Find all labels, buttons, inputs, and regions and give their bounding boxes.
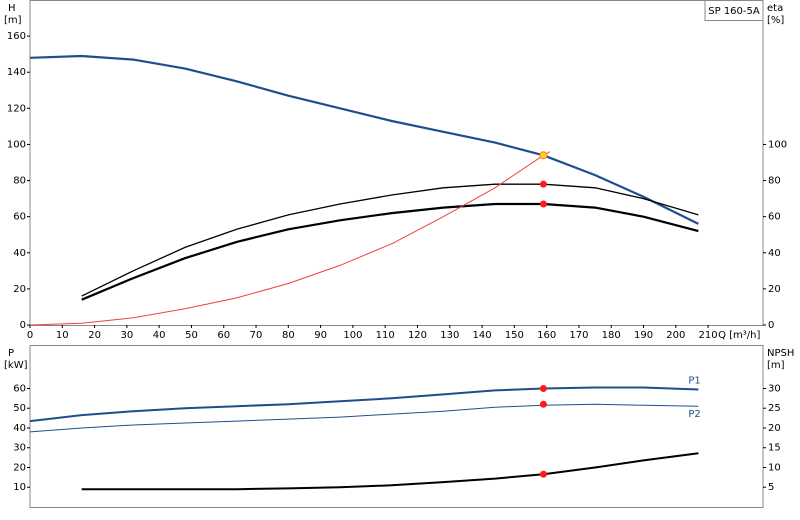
x-axis-label: Q [m³/h] [718, 330, 760, 341]
x-tick-label: 190 [634, 330, 653, 341]
operating-point [539, 400, 547, 408]
y2-tick-label: 60 [768, 212, 781, 223]
y2-tick-label: 10 [768, 462, 781, 473]
y2-axis-label: eta [767, 3, 783, 14]
y-tick-label: 40 [13, 248, 26, 259]
y-tick-label: 160 [7, 31, 26, 42]
y2-tick-label: 40 [768, 248, 781, 259]
y-tick-label: 30 [13, 443, 26, 454]
curve [81, 202, 699, 301]
x-tick-label: 110 [376, 330, 395, 341]
x-tick-label: 150 [505, 330, 524, 341]
operating-point [539, 470, 547, 478]
y2-tick-label: 20 [768, 284, 781, 295]
x-tick-label: 30 [121, 330, 134, 341]
y-tick-label: 10 [13, 482, 26, 493]
operating-point [539, 151, 548, 160]
y2-tick-label: 20 [768, 423, 781, 434]
curve [29, 403, 699, 433]
x-tick-label: 120 [408, 330, 427, 341]
y2-tick-label: 5 [768, 482, 774, 493]
y-tick-label: 0 [20, 320, 26, 331]
curve-label: P2 [688, 409, 700, 420]
y-tick-label: 80 [13, 176, 26, 187]
x-tick-label: 130 [440, 330, 459, 341]
y-axis-unit: [kW] [4, 360, 28, 371]
y-tick-label: 20 [13, 284, 26, 295]
x-tick-label: 140 [473, 330, 492, 341]
x-tick-label: 20 [88, 330, 101, 341]
y2-tick-label: 0 [768, 320, 774, 331]
x-tick-label: 200 [666, 330, 685, 341]
operating-point [539, 384, 547, 392]
operating-point [539, 180, 547, 188]
y2-axis-unit: [m] [767, 360, 785, 371]
plot-frame [29, 345, 764, 508]
y-tick-label: 140 [7, 67, 26, 78]
x-tick-label: 90 [314, 330, 327, 341]
curve [29, 54, 699, 225]
plot-frame [29, 0, 764, 326]
model-box [704, 0, 764, 21]
y-tick-label: 20 [13, 462, 26, 473]
y2-tick-label: 30 [768, 383, 781, 394]
curve [29, 151, 551, 326]
x-tick-label: 60 [217, 330, 230, 341]
x-tick-label: 50 [185, 330, 198, 341]
y2-tick-label: 25 [768, 403, 781, 414]
x-tick-label: 80 [282, 330, 295, 341]
curve [81, 183, 699, 297]
curve [81, 452, 699, 491]
x-tick-label: 210 [699, 330, 718, 341]
y-tick-label: 40 [13, 423, 26, 434]
y-axis-unit: [m] [4, 15, 22, 26]
y-tick-label: 120 [7, 103, 26, 114]
x-tick-label: 170 [569, 330, 588, 341]
x-tick-label: 70 [250, 330, 263, 341]
operating-point [539, 200, 547, 208]
curve [29, 386, 699, 423]
x-tick-label: 0 [27, 330, 33, 341]
y-tick-label: 60 [13, 212, 26, 223]
model-label: SP 160-5A [708, 6, 760, 17]
y-tick-label: 60 [13, 383, 26, 394]
y-axis-label: H [8, 3, 16, 14]
x-tick-label: 10 [56, 330, 69, 341]
y2-tick-label: 100 [768, 139, 787, 150]
x-tick-label: 160 [537, 330, 556, 341]
y2-axis-label: NPSH [767, 348, 794, 359]
y-tick-label: 50 [13, 403, 26, 414]
x-tick-label: 180 [602, 330, 621, 341]
x-tick-label: 40 [153, 330, 166, 341]
y2-axis-unit: [%] [767, 15, 784, 26]
curve-label: P1 [688, 375, 700, 386]
y2-tick-label: 80 [768, 176, 781, 187]
y2-tick-label: 15 [768, 443, 781, 454]
x-tick-label: 100 [343, 330, 362, 341]
y-tick-label: 100 [7, 139, 26, 150]
y-axis-label: P [8, 348, 14, 359]
